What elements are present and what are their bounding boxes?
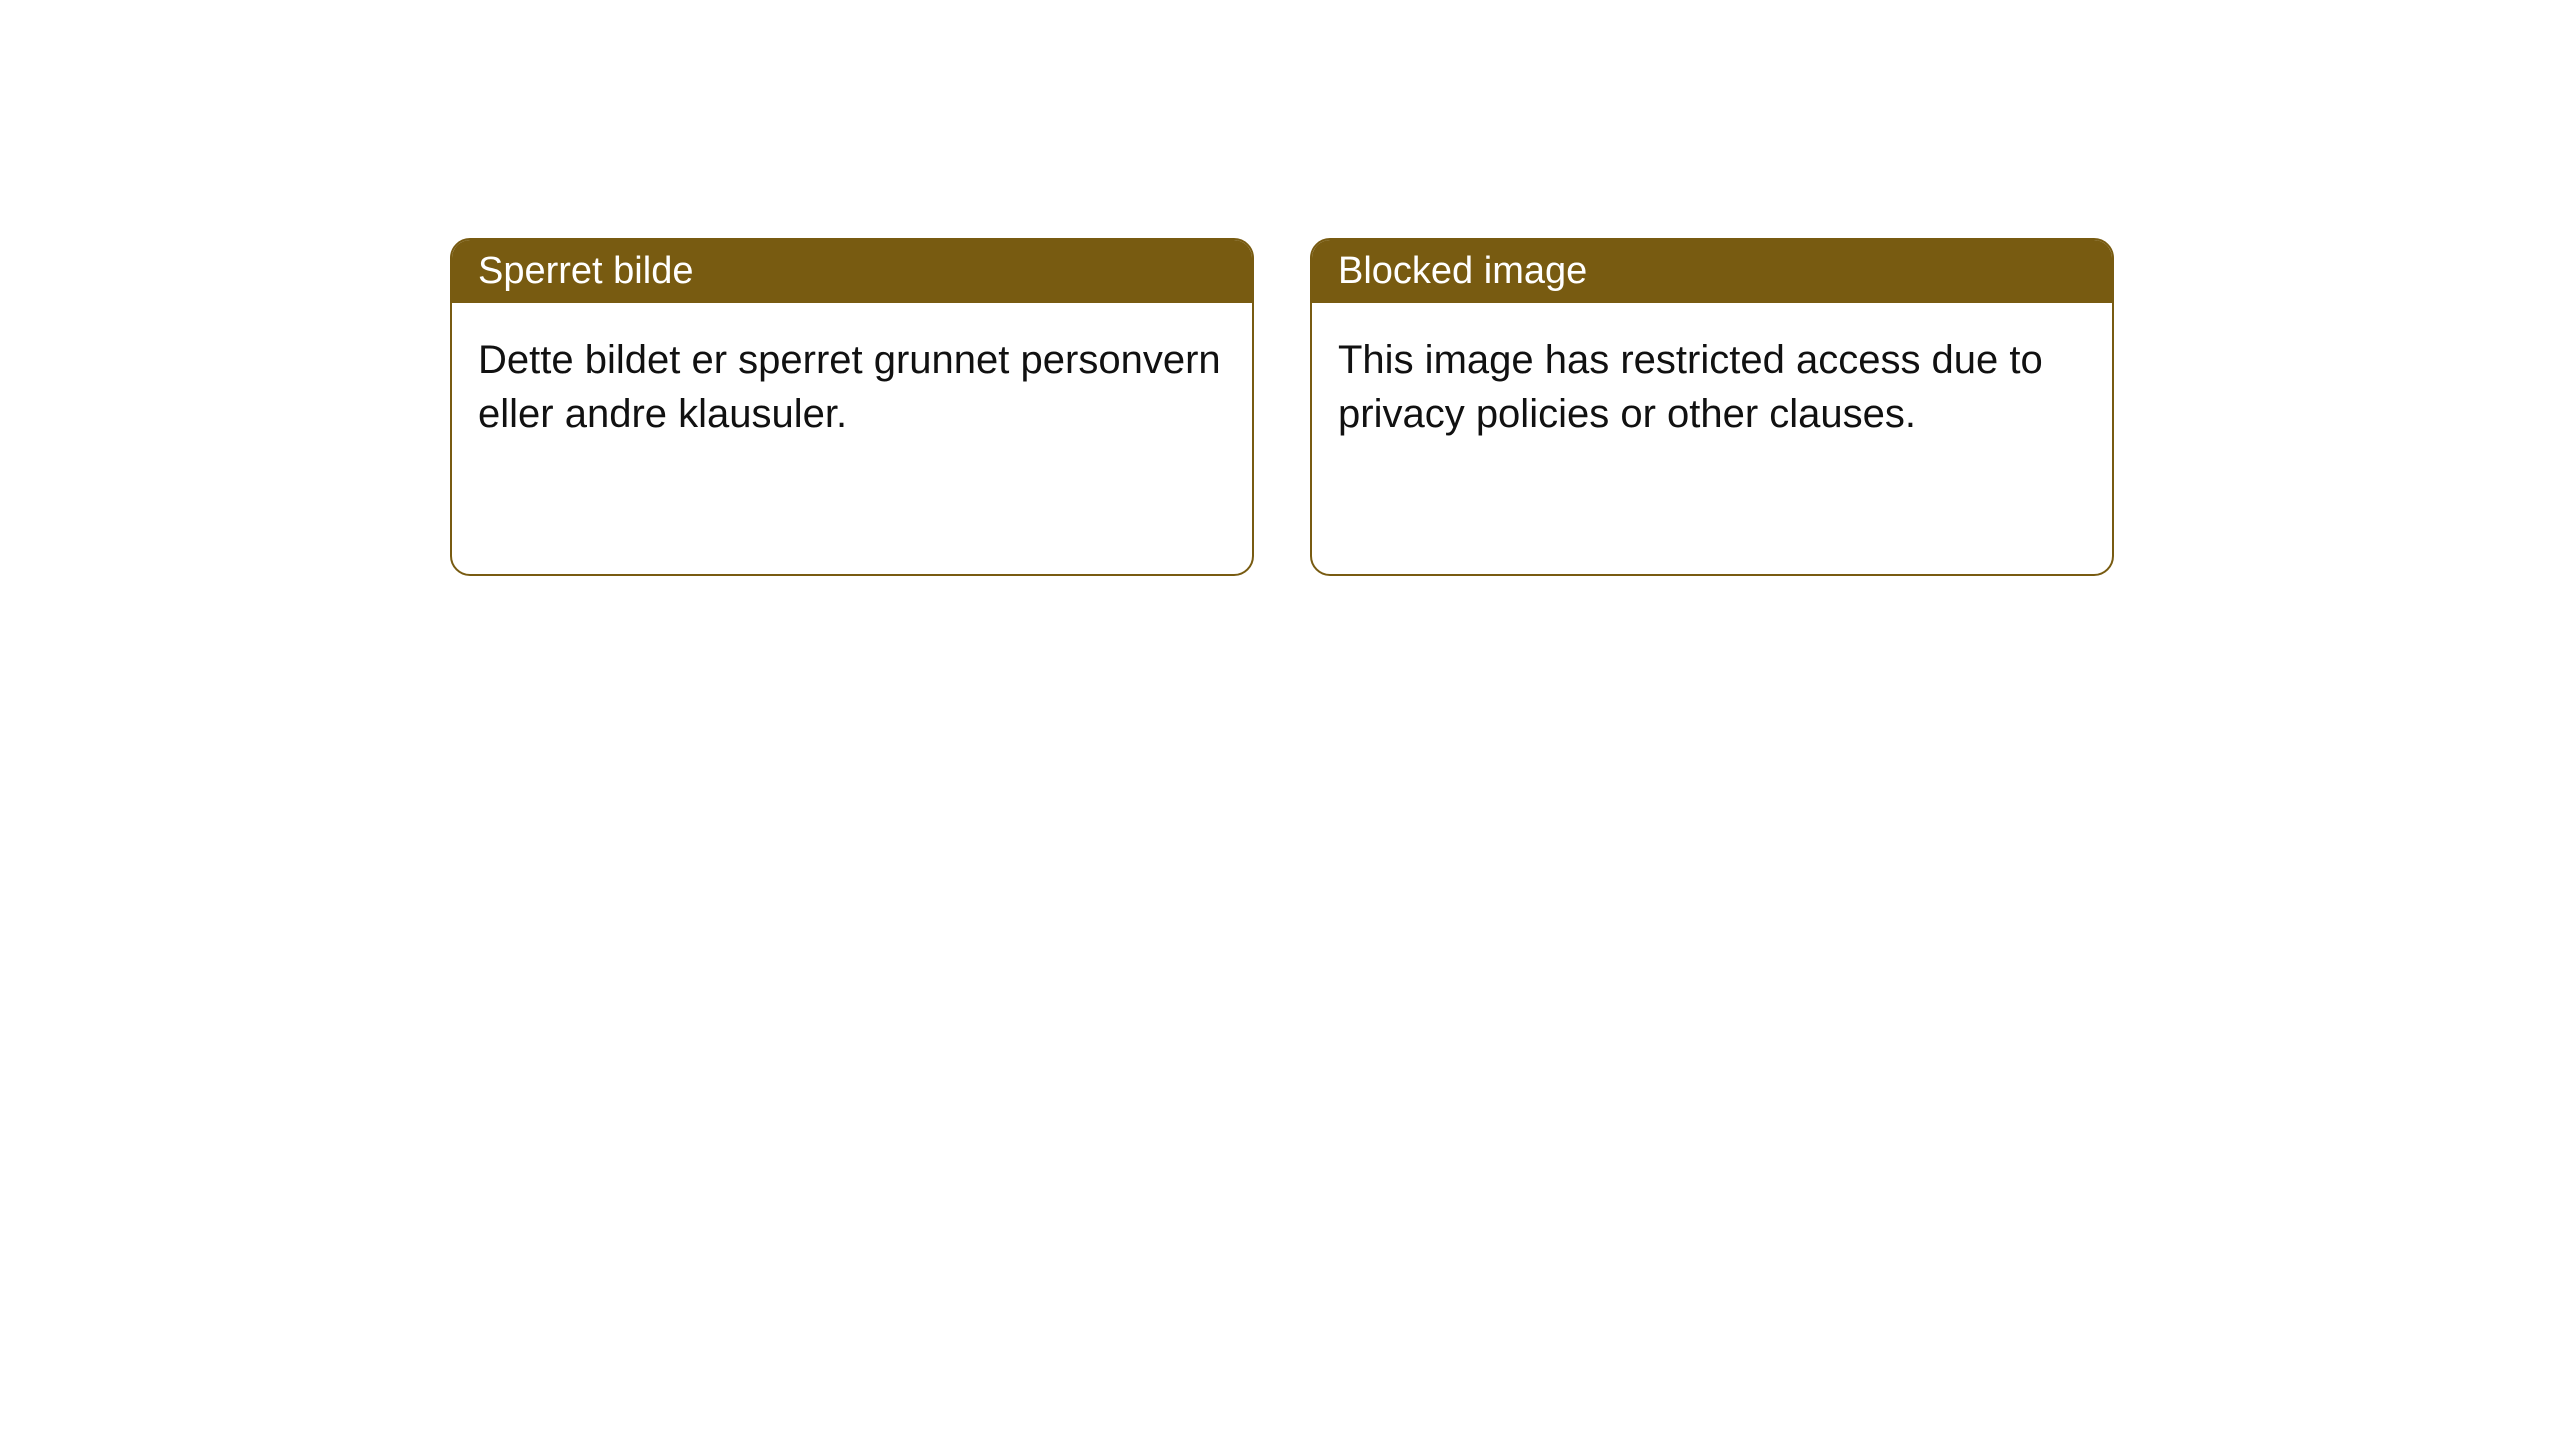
notice-card-header-no: Sperret bilde [452,240,1252,303]
notice-card-body-text-en: This image has restricted access due to … [1338,338,2043,436]
notice-card-body-no: Dette bildet er sperret grunnet personve… [452,303,1252,574]
notice-card-body-text-no: Dette bildet er sperret grunnet personve… [478,338,1221,436]
notice-card-body-en: This image has restricted access due to … [1312,303,2112,574]
notice-card-header-en: Blocked image [1312,240,2112,303]
notice-card-no: Sperret bilde Dette bildet er sperret gr… [450,238,1254,576]
notice-card-title-en: Blocked image [1338,250,1587,292]
notice-card-en: Blocked image This image has restricted … [1310,238,2114,576]
notice-card-title-no: Sperret bilde [478,250,693,292]
notice-cards-container: Sperret bilde Dette bildet er sperret gr… [450,238,2114,576]
